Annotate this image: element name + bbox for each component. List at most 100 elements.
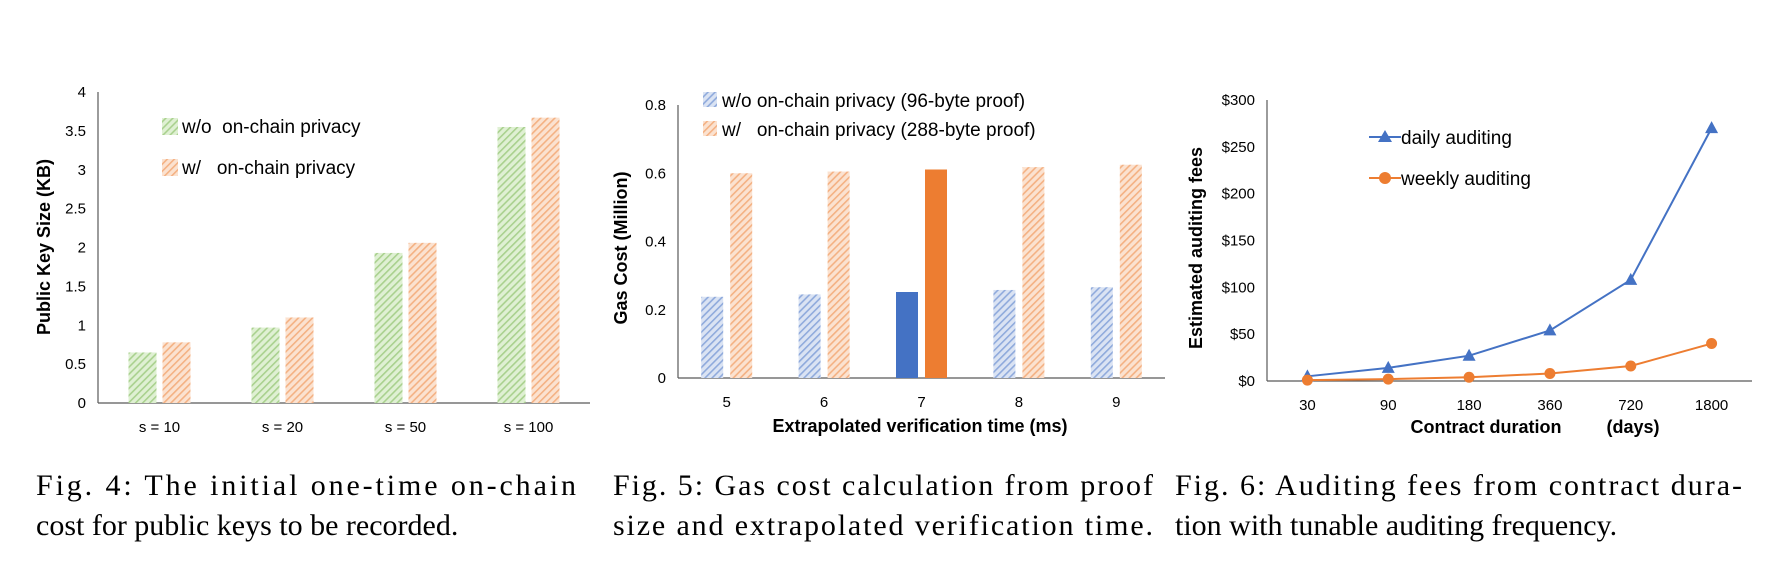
x-tick-label: 30 bbox=[1299, 397, 1316, 414]
x-tick-label: 9 bbox=[1112, 394, 1120, 411]
legend-label-weekly: weekly auditing bbox=[1400, 169, 1531, 190]
bar-without-privacy bbox=[251, 327, 280, 403]
caption-line: Fig. 4: The initial one-time on-chain bbox=[36, 469, 576, 502]
chart-public-key-size: 0 0.5 1 1.5 2 2.5 3 3.5 4 s = 10 s = 20 s = 50 s = … bbox=[34, 84, 590, 436]
bar-with-privacy bbox=[285, 317, 314, 403]
y-axis-label: Gas Cost (Million) bbox=[611, 171, 631, 324]
bar-without-privacy bbox=[374, 252, 403, 403]
y-axis-label: Public Key Size (KB) bbox=[34, 159, 54, 335]
legend-label-without-privacy: w/o on-chain privacy bbox=[181, 117, 361, 138]
y-tick-label: 2 bbox=[78, 240, 86, 257]
legend-swatch-without-privacy bbox=[703, 92, 717, 107]
y-tick-label: 0.2 bbox=[645, 302, 666, 319]
bar-without-privacy bbox=[1090, 287, 1113, 378]
bar-with-privacy-highlighted bbox=[925, 169, 947, 378]
y-tick-label: 0.6 bbox=[645, 165, 666, 182]
x-tick-label: s = 20 bbox=[262, 419, 303, 436]
data-point-weekly bbox=[1463, 371, 1475, 383]
legend: w/o on-chain privacy w/ on-chain privacy bbox=[162, 117, 361, 179]
y-tick-label: 0.5 bbox=[65, 356, 86, 373]
x-tick-label: 360 bbox=[1537, 397, 1562, 414]
data-point-weekly bbox=[1544, 368, 1556, 380]
y-tick-label: 0.4 bbox=[645, 234, 666, 251]
y-tick-label: 0 bbox=[658, 370, 666, 387]
bar-with-privacy bbox=[1022, 167, 1045, 378]
data-point-weekly bbox=[1301, 374, 1313, 386]
caption-line: Fig. 6: Auditing fees from contract dura… bbox=[1175, 469, 1742, 502]
data-point-daily bbox=[1381, 360, 1395, 373]
x-tick-label: 1800 bbox=[1695, 397, 1728, 414]
data-point-weekly bbox=[1382, 373, 1394, 385]
data-point-daily bbox=[1462, 348, 1476, 361]
legend: daily auditing weekly auditing bbox=[1369, 128, 1531, 190]
chart-auditing-fees: $0 $50 $100 $150 $200 $250 $300 30 90 180 360 720 1… bbox=[1186, 92, 1752, 437]
data-point-weekly bbox=[1625, 360, 1637, 372]
x-tick-label: 8 bbox=[1015, 394, 1023, 411]
x-tick-label: 7 bbox=[917, 394, 925, 411]
y-tick-label: $200 bbox=[1222, 186, 1255, 203]
x-tick-label: s = 50 bbox=[385, 419, 426, 436]
y-tick-label: $50 bbox=[1230, 326, 1255, 343]
caption-line: size and extrapolated verification time. bbox=[613, 509, 1153, 542]
y-tick-label: 1.5 bbox=[65, 278, 86, 295]
data-point-weekly bbox=[1706, 338, 1718, 350]
y-tick-label: 3.5 bbox=[65, 123, 86, 140]
x-axis-label: Contract duration (days) bbox=[1410, 417, 1659, 437]
bar-with-privacy bbox=[162, 342, 191, 403]
bar-without-privacy bbox=[497, 126, 526, 404]
y-axis-label: Estimated auditing fees bbox=[1186, 147, 1206, 349]
legend-label-with-privacy: w/ on-chain privacy (288-byte proof) bbox=[721, 120, 1036, 141]
y-tick-label: $100 bbox=[1222, 279, 1255, 296]
x-tick-label: 90 bbox=[1380, 397, 1397, 414]
y-tick-label: 1 bbox=[78, 317, 86, 334]
x-tick-label: 5 bbox=[723, 394, 731, 411]
y-tick-label: 0.8 bbox=[645, 97, 666, 114]
legend-swatch-with-privacy bbox=[162, 159, 178, 176]
bar-without-privacy bbox=[701, 296, 724, 378]
x-tick-label: 6 bbox=[820, 394, 828, 411]
legend-swatch-with-privacy bbox=[703, 121, 717, 136]
caption-line: Fig. 5: Gas cost calculation from proof bbox=[613, 469, 1153, 502]
y-tick-label: 4 bbox=[78, 84, 86, 101]
y-tick-label: 2.5 bbox=[65, 201, 86, 218]
bar-without-privacy bbox=[128, 352, 157, 403]
caption-line: cost for public keys to be recorded. bbox=[36, 509, 458, 542]
data-point-daily bbox=[1705, 121, 1719, 134]
y-tick-label: $300 bbox=[1222, 92, 1255, 109]
y-tick-label: 0 bbox=[78, 395, 86, 412]
bar-with-privacy bbox=[531, 117, 560, 403]
bar-without-privacy-highlighted bbox=[896, 292, 918, 378]
x-tick-label: 720 bbox=[1618, 397, 1643, 414]
bar-with-privacy bbox=[1119, 164, 1142, 378]
data-point-daily bbox=[1543, 323, 1557, 336]
legend: w/o on-chain privacy (96-byte proof) w/ … bbox=[703, 91, 1036, 141]
circle-marker-icon bbox=[1379, 172, 1391, 184]
x-tick-label: 180 bbox=[1457, 397, 1482, 414]
y-tick-label: $0 bbox=[1238, 373, 1255, 390]
bar-with-privacy bbox=[730, 173, 753, 378]
bar-with-privacy bbox=[408, 242, 437, 403]
data-point-daily bbox=[1624, 272, 1638, 285]
chart-gas-cost: 0 0.2 0.4 0.6 0.8 5 6 7 8 9 Gas Cost (Million) E… bbox=[611, 91, 1165, 436]
legend-label-without-privacy: w/o on-chain privacy (96-byte proof) bbox=[721, 91, 1025, 112]
y-tick-label: $150 bbox=[1222, 233, 1255, 250]
legend-swatch-without-privacy bbox=[162, 118, 178, 135]
x-tick-label: s = 10 bbox=[139, 419, 180, 436]
bar-without-privacy bbox=[993, 289, 1016, 378]
y-tick-label: $250 bbox=[1222, 139, 1255, 156]
legend-label-daily: daily auditing bbox=[1401, 128, 1512, 149]
y-tick-label: 3 bbox=[78, 162, 86, 179]
series-line-weekly bbox=[1307, 342, 1712, 382]
caption-fig6: Fig. 6: Auditing fees from contract dura… bbox=[1175, 469, 1742, 542]
legend-label-with-privacy: w/ on-chain privacy bbox=[181, 158, 356, 179]
caption-line: tion with tunable auditing frequency. bbox=[1175, 509, 1617, 542]
x-axis-label: Extrapolated verification time (ms) bbox=[772, 416, 1067, 436]
series-line-daily bbox=[1307, 127, 1713, 378]
bar-with-privacy bbox=[827, 171, 850, 378]
caption-fig5: Fig. 5: Gas cost calculation from proof … bbox=[613, 469, 1153, 542]
caption-fig4: Fig. 4: The initial one-time on-chain co… bbox=[36, 469, 576, 542]
x-tick-label: s = 100 bbox=[504, 419, 554, 436]
triangle-marker-icon bbox=[1378, 130, 1392, 142]
bar-without-privacy bbox=[798, 294, 821, 378]
